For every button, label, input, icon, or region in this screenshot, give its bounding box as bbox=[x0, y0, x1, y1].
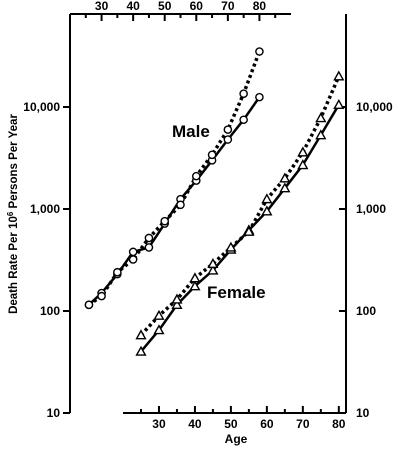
female-marker bbox=[297, 146, 309, 157]
bottom-x-tick-label: 40 bbox=[188, 417, 202, 431]
male-marker bbox=[84, 300, 94, 310]
y-axis-title: Death Rate Per 106 Persons Per Year bbox=[6, 114, 20, 314]
top-x-tick-label: 40 bbox=[126, 0, 140, 13]
right-y-tick-label: 10 bbox=[356, 406, 370, 420]
left-y-tick-label: 1,000 bbox=[30, 202, 60, 216]
female-marker bbox=[261, 193, 273, 204]
male-marker bbox=[144, 233, 154, 243]
top-x-tick-label: 50 bbox=[158, 0, 172, 13]
female-marker bbox=[207, 264, 219, 275]
bottom-x-tick-label: 80 bbox=[332, 417, 346, 431]
right-y-tick-label: 1,000 bbox=[356, 202, 386, 216]
female-marker bbox=[207, 257, 219, 269]
male-dotted-line bbox=[87, 50, 262, 307]
female-marker bbox=[135, 345, 147, 356]
x-ticks: 30 40 50 60 70 80 30 40 50 60 70 80 bbox=[84, 0, 346, 431]
male-marker bbox=[255, 92, 264, 102]
male-marker bbox=[128, 255, 138, 264]
left-y-tick-label: 100 bbox=[40, 304, 60, 318]
female-marker bbox=[153, 309, 165, 320]
y-axis-title-tail: Persons Per Year bbox=[8, 114, 20, 212]
female-marker bbox=[171, 293, 183, 304]
male-marker bbox=[223, 135, 233, 144]
male-marker bbox=[191, 171, 201, 181]
female-marker bbox=[135, 329, 147, 340]
top-x-tick-label: 30 bbox=[95, 0, 109, 13]
female-marker bbox=[261, 205, 273, 216]
male-marker bbox=[128, 247, 138, 257]
male-marker bbox=[223, 125, 233, 134]
female-marker bbox=[189, 280, 201, 291]
bottom-x-tick-label: 30 bbox=[152, 417, 166, 431]
series-label-female: Female bbox=[207, 283, 266, 302]
female-marker bbox=[171, 298, 183, 310]
right-y-tick-label: 10,000 bbox=[356, 100, 393, 114]
male-marker bbox=[239, 89, 248, 99]
male-marker bbox=[239, 115, 248, 125]
male-marker bbox=[113, 267, 122, 277]
female-marker bbox=[315, 129, 327, 140]
bottom-x-tick-label: 50 bbox=[224, 417, 238, 431]
left-y-tick-label: 10,000 bbox=[23, 100, 60, 114]
male-marker bbox=[255, 47, 264, 56]
male-marker bbox=[176, 200, 185, 210]
female-marker bbox=[225, 241, 237, 252]
axes bbox=[69, 13, 347, 414]
female-marker bbox=[333, 98, 345, 110]
top-x-tick-label: 80 bbox=[253, 0, 267, 13]
female-marker bbox=[279, 182, 291, 193]
male-marker bbox=[207, 150, 217, 160]
series-layer bbox=[84, 47, 345, 356]
bottom-x-tick-label: 70 bbox=[296, 417, 310, 431]
top-x-tick-label: 70 bbox=[221, 0, 235, 13]
male-marker bbox=[160, 216, 170, 226]
female-marker bbox=[333, 70, 345, 81]
female-marker bbox=[189, 272, 201, 283]
top-x-tick-label: 60 bbox=[190, 0, 204, 13]
left-y-tick-label: 10 bbox=[47, 406, 61, 420]
male-marker bbox=[144, 243, 154, 252]
bottom-x-tick-label: 60 bbox=[260, 417, 274, 431]
female-marker bbox=[279, 172, 291, 183]
y-ticks: 10 10 100 100 1,000 1,000 10,000 10,000 bbox=[23, 100, 393, 420]
male-marker bbox=[97, 291, 106, 301]
x-axis-title: Age bbox=[225, 432, 248, 446]
y-axis-title-main: Death Rate Per 10 bbox=[8, 216, 20, 314]
right-y-tick-label: 100 bbox=[356, 304, 376, 318]
female-dotted-line bbox=[139, 75, 341, 337]
female-marker bbox=[243, 225, 255, 236]
y-axis-title-superscript: 6 bbox=[6, 211, 15, 216]
female-marker bbox=[315, 112, 327, 123]
female-marker bbox=[297, 159, 309, 170]
series-label-male: Male bbox=[172, 122, 210, 141]
female-marker bbox=[153, 324, 165, 335]
